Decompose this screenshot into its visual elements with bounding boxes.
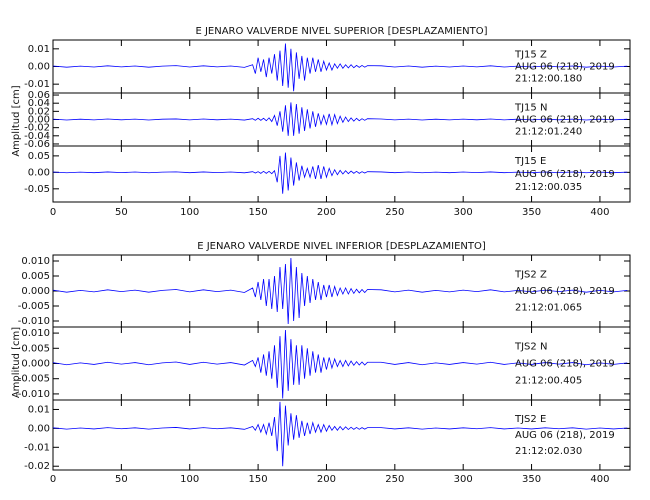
x-tick-label: 50	[115, 207, 128, 218]
time-label: 21:12:00.405	[515, 375, 582, 386]
panel-frame	[52, 145, 631, 203]
x-tick-label: 100	[180, 207, 199, 218]
x-tick-label: 400	[590, 474, 609, 485]
date-label: AUG 06 (218), 2019	[515, 115, 615, 126]
y-tick-label: -0.010	[18, 389, 50, 400]
x-tick-label: 200	[317, 474, 336, 485]
x-tick-label: 100	[180, 474, 199, 485]
x-tick-label: 50	[115, 474, 128, 485]
x-tick-label: 350	[522, 207, 541, 218]
station-label: TJ15 Z	[514, 49, 547, 60]
time-label: 21:12:01.240	[515, 127, 582, 138]
y-tick-label: 0.000	[21, 286, 50, 297]
y-tick-label: -0.005	[18, 301, 50, 312]
x-tick-label: 300	[454, 207, 473, 218]
chart-title: E JENARO VALVERDE NIVEL INFERIOR [DESPLA…	[197, 241, 486, 252]
date-label: AUG 06 (218), 2019	[515, 169, 615, 180]
y-tick-label: -0.010	[18, 316, 50, 327]
y-tick-label: -0.02	[24, 123, 50, 134]
y-tick-label: 0.00	[28, 115, 50, 126]
time-label: 21:12:02.030	[515, 446, 582, 457]
station-label: TJS2 N	[514, 342, 547, 353]
y-tick-label: -0.06	[24, 139, 50, 150]
seismic-trace	[52, 152, 628, 194]
date-label: AUG 06 (218), 2019	[515, 359, 615, 370]
x-tick-label: 150	[249, 474, 268, 485]
y-tick-label: -0.05	[24, 184, 50, 195]
seismic-trace	[52, 257, 628, 325]
y-tick-label: 0.06	[28, 90, 50, 101]
station-label: TJS2 E	[514, 414, 546, 425]
y-tick-label: 0.01	[28, 44, 50, 55]
y-tick-label: 0.05	[28, 151, 50, 162]
y-tick-label: 0.00	[28, 167, 50, 178]
y-tick-label: 0.005	[21, 271, 50, 282]
y-tick-label: 0.02	[28, 106, 50, 117]
x-tick-label: 400	[590, 207, 609, 218]
x-tick-label: 0	[50, 474, 56, 485]
seismic-trace	[52, 330, 628, 399]
y-tick-label: 0.01	[28, 404, 50, 415]
date-label: AUG 06 (218), 2019	[515, 286, 615, 297]
time-label: 21:12:01.065	[515, 303, 582, 314]
y-tick-label: -0.01	[24, 79, 50, 90]
panel-frame	[52, 399, 631, 471]
y-tick-label: -0.02	[24, 461, 50, 472]
station-label: TJS2 Z	[514, 269, 547, 280]
seismic-trace	[52, 401, 628, 467]
x-tick-label: 300	[454, 474, 473, 485]
y-tick-label: -0.04	[24, 131, 50, 142]
time-label: 21:12:00.180	[515, 74, 582, 85]
y-axis-label: Amplitud [cm]	[11, 85, 22, 156]
x-tick-label: 250	[385, 207, 404, 218]
x-tick-label: 350	[522, 474, 541, 485]
y-axis-label: Amplitud [cm]	[11, 327, 22, 398]
date-label: AUG 06 (218), 2019	[515, 62, 615, 73]
date-label: AUG 06 (218), 2019	[515, 430, 615, 441]
y-tick-label: 0.00	[28, 423, 50, 434]
y-tick-label: -0.005	[18, 374, 50, 385]
time-label: 21:12:00.035	[515, 182, 582, 193]
y-tick-label: 0.000	[21, 359, 50, 370]
x-tick-label: 150	[249, 207, 268, 218]
y-tick-label: 0.005	[21, 343, 50, 354]
x-tick-label: 250	[385, 474, 404, 485]
station-label: TJ15 N	[514, 102, 547, 113]
x-tick-label: 0	[50, 207, 56, 218]
seismic-trace	[52, 102, 628, 136]
y-tick-label: 0.00	[28, 62, 50, 73]
x-tick-label: 200	[317, 207, 336, 218]
seismic-trace	[52, 43, 628, 92]
station-label: TJ15 E	[514, 156, 546, 167]
y-tick-label: 0.010	[21, 256, 50, 267]
y-tick-label: -0.01	[24, 442, 50, 453]
y-tick-label: 0.04	[28, 98, 50, 109]
y-tick-label: 0.010	[21, 328, 50, 339]
chart-title: E JENARO VALVERDE NIVEL SUPERIOR [DESPLA…	[195, 26, 487, 37]
